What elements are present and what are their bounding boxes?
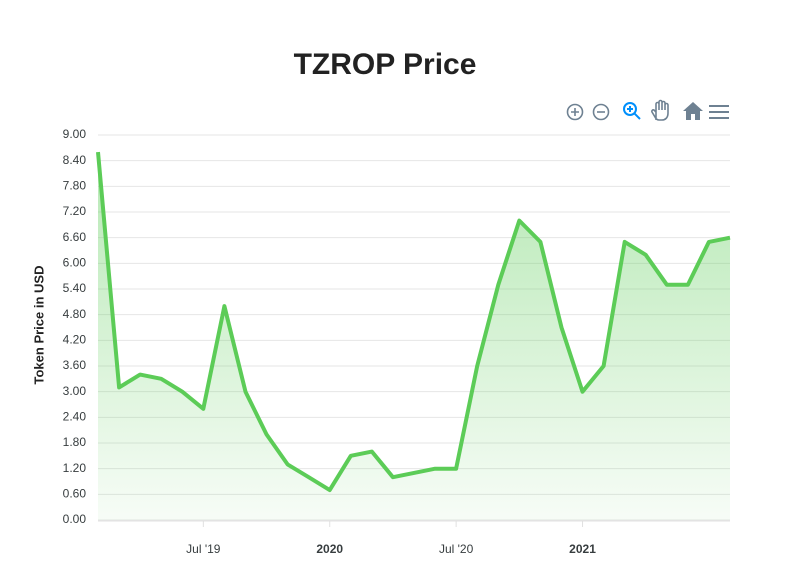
pan-button[interactable] xyxy=(651,99,669,121)
y-axis-label: Token Price in USD xyxy=(31,266,46,385)
reset-button[interactable] xyxy=(683,102,703,120)
y-tick-label: 4.80 xyxy=(63,307,87,321)
line xyxy=(96,151,731,493)
y-tick-label: 8.40 xyxy=(63,153,87,167)
y-tick-label: 5.40 xyxy=(63,281,87,295)
zoom-in-button[interactable] xyxy=(566,103,584,121)
area xyxy=(98,152,730,520)
y-tick-label: 1.20 xyxy=(63,461,87,475)
selection-zoom-button[interactable] xyxy=(623,102,641,120)
y-tick-label: 2.40 xyxy=(63,410,87,424)
y-tick-label: 9.00 xyxy=(63,127,87,141)
zoom-out-button[interactable] xyxy=(592,103,610,121)
x-tick-label: Jul '20 xyxy=(439,542,474,556)
y-tick-label: 0.00 xyxy=(63,512,87,526)
toolbar xyxy=(566,99,729,121)
y-tick-label: 6.00 xyxy=(63,256,87,270)
y-tick-label: 7.20 xyxy=(63,204,87,218)
y-tick-label: 0.60 xyxy=(63,487,87,501)
y-tick-label: 4.20 xyxy=(63,333,87,347)
y-tick-label: 3.00 xyxy=(63,384,87,398)
chart-title: TZROP Price xyxy=(294,48,477,81)
x-tick-label: 2021 xyxy=(569,542,596,556)
menu-button[interactable] xyxy=(709,105,729,119)
y-tick-label: 7.80 xyxy=(63,179,87,193)
x-tick-label: Jul '19 xyxy=(186,542,221,556)
y-tick-label: 3.60 xyxy=(63,358,87,372)
y-tick-label: 6.60 xyxy=(63,230,87,244)
x-tick-label: 2020 xyxy=(316,542,343,556)
y-tick-label: 1.80 xyxy=(63,435,87,449)
